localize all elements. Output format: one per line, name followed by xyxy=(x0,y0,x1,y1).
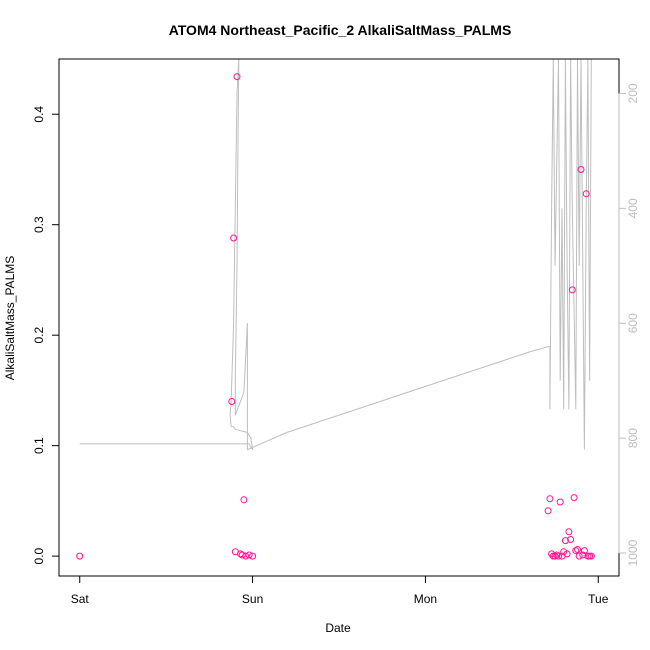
data-point xyxy=(574,546,581,553)
y-axis-label: AlkaliSaltMass_PALMS xyxy=(3,256,17,381)
data-point xyxy=(245,551,253,559)
data-point xyxy=(577,166,585,173)
x-tick-label: Tue xyxy=(588,592,609,606)
track-line xyxy=(79,59,592,451)
data-point xyxy=(249,552,257,560)
data-point xyxy=(579,551,587,559)
data-point xyxy=(563,550,571,558)
data-point xyxy=(575,552,583,560)
x-tick-label: Mon xyxy=(414,592,437,606)
x-tick-label: Sun xyxy=(242,592,263,606)
data-point xyxy=(238,551,246,559)
data-point xyxy=(587,552,595,560)
data-point xyxy=(76,552,84,560)
points-layer xyxy=(76,73,595,560)
data-point xyxy=(565,528,573,536)
y2-tick-label: 600 xyxy=(626,313,640,333)
y2-tick-label: 400 xyxy=(626,198,640,218)
data-point xyxy=(582,190,590,198)
y-tick-label: 0.0 xyxy=(32,547,46,564)
y2-tick-label: 200 xyxy=(626,83,640,103)
y-tick-label: 0.2 xyxy=(32,327,46,344)
y2-tick-label: 800 xyxy=(626,428,640,448)
y-tick-label: 0.3 xyxy=(32,216,46,233)
data-point xyxy=(233,73,241,81)
x-axis-label: Date xyxy=(325,621,351,635)
data-point xyxy=(240,496,248,504)
x-axis: Sat Sun Mon Tue xyxy=(71,575,609,606)
y-tick-label: 0.1 xyxy=(32,437,46,454)
chart-title: ATOM4 Northeast_Pacific_2 AlkaliSaltMass… xyxy=(169,22,512,38)
track-layer xyxy=(79,59,592,451)
data-point xyxy=(572,547,580,555)
data-point xyxy=(544,507,552,515)
data-point xyxy=(556,498,564,506)
y-axis: 0.0 0.1 0.2 0.3 0.4 xyxy=(32,106,60,564)
data-point xyxy=(230,234,238,242)
data-point xyxy=(546,495,554,503)
data-point xyxy=(555,552,562,560)
y2-tick-label: 1000 xyxy=(626,539,640,566)
data-point xyxy=(580,547,588,555)
data-point xyxy=(228,398,236,405)
data-point xyxy=(570,494,578,502)
x-tick-label: Sat xyxy=(71,592,90,606)
data-point xyxy=(568,286,576,294)
y-tick-label: 0.4 xyxy=(32,106,46,123)
data-point xyxy=(561,537,569,545)
data-point xyxy=(567,536,575,543)
y2-axis: 200 400 600 800 1000 xyxy=(618,83,640,566)
data-point xyxy=(553,551,561,559)
data-point xyxy=(551,552,559,560)
data-point xyxy=(242,552,250,560)
